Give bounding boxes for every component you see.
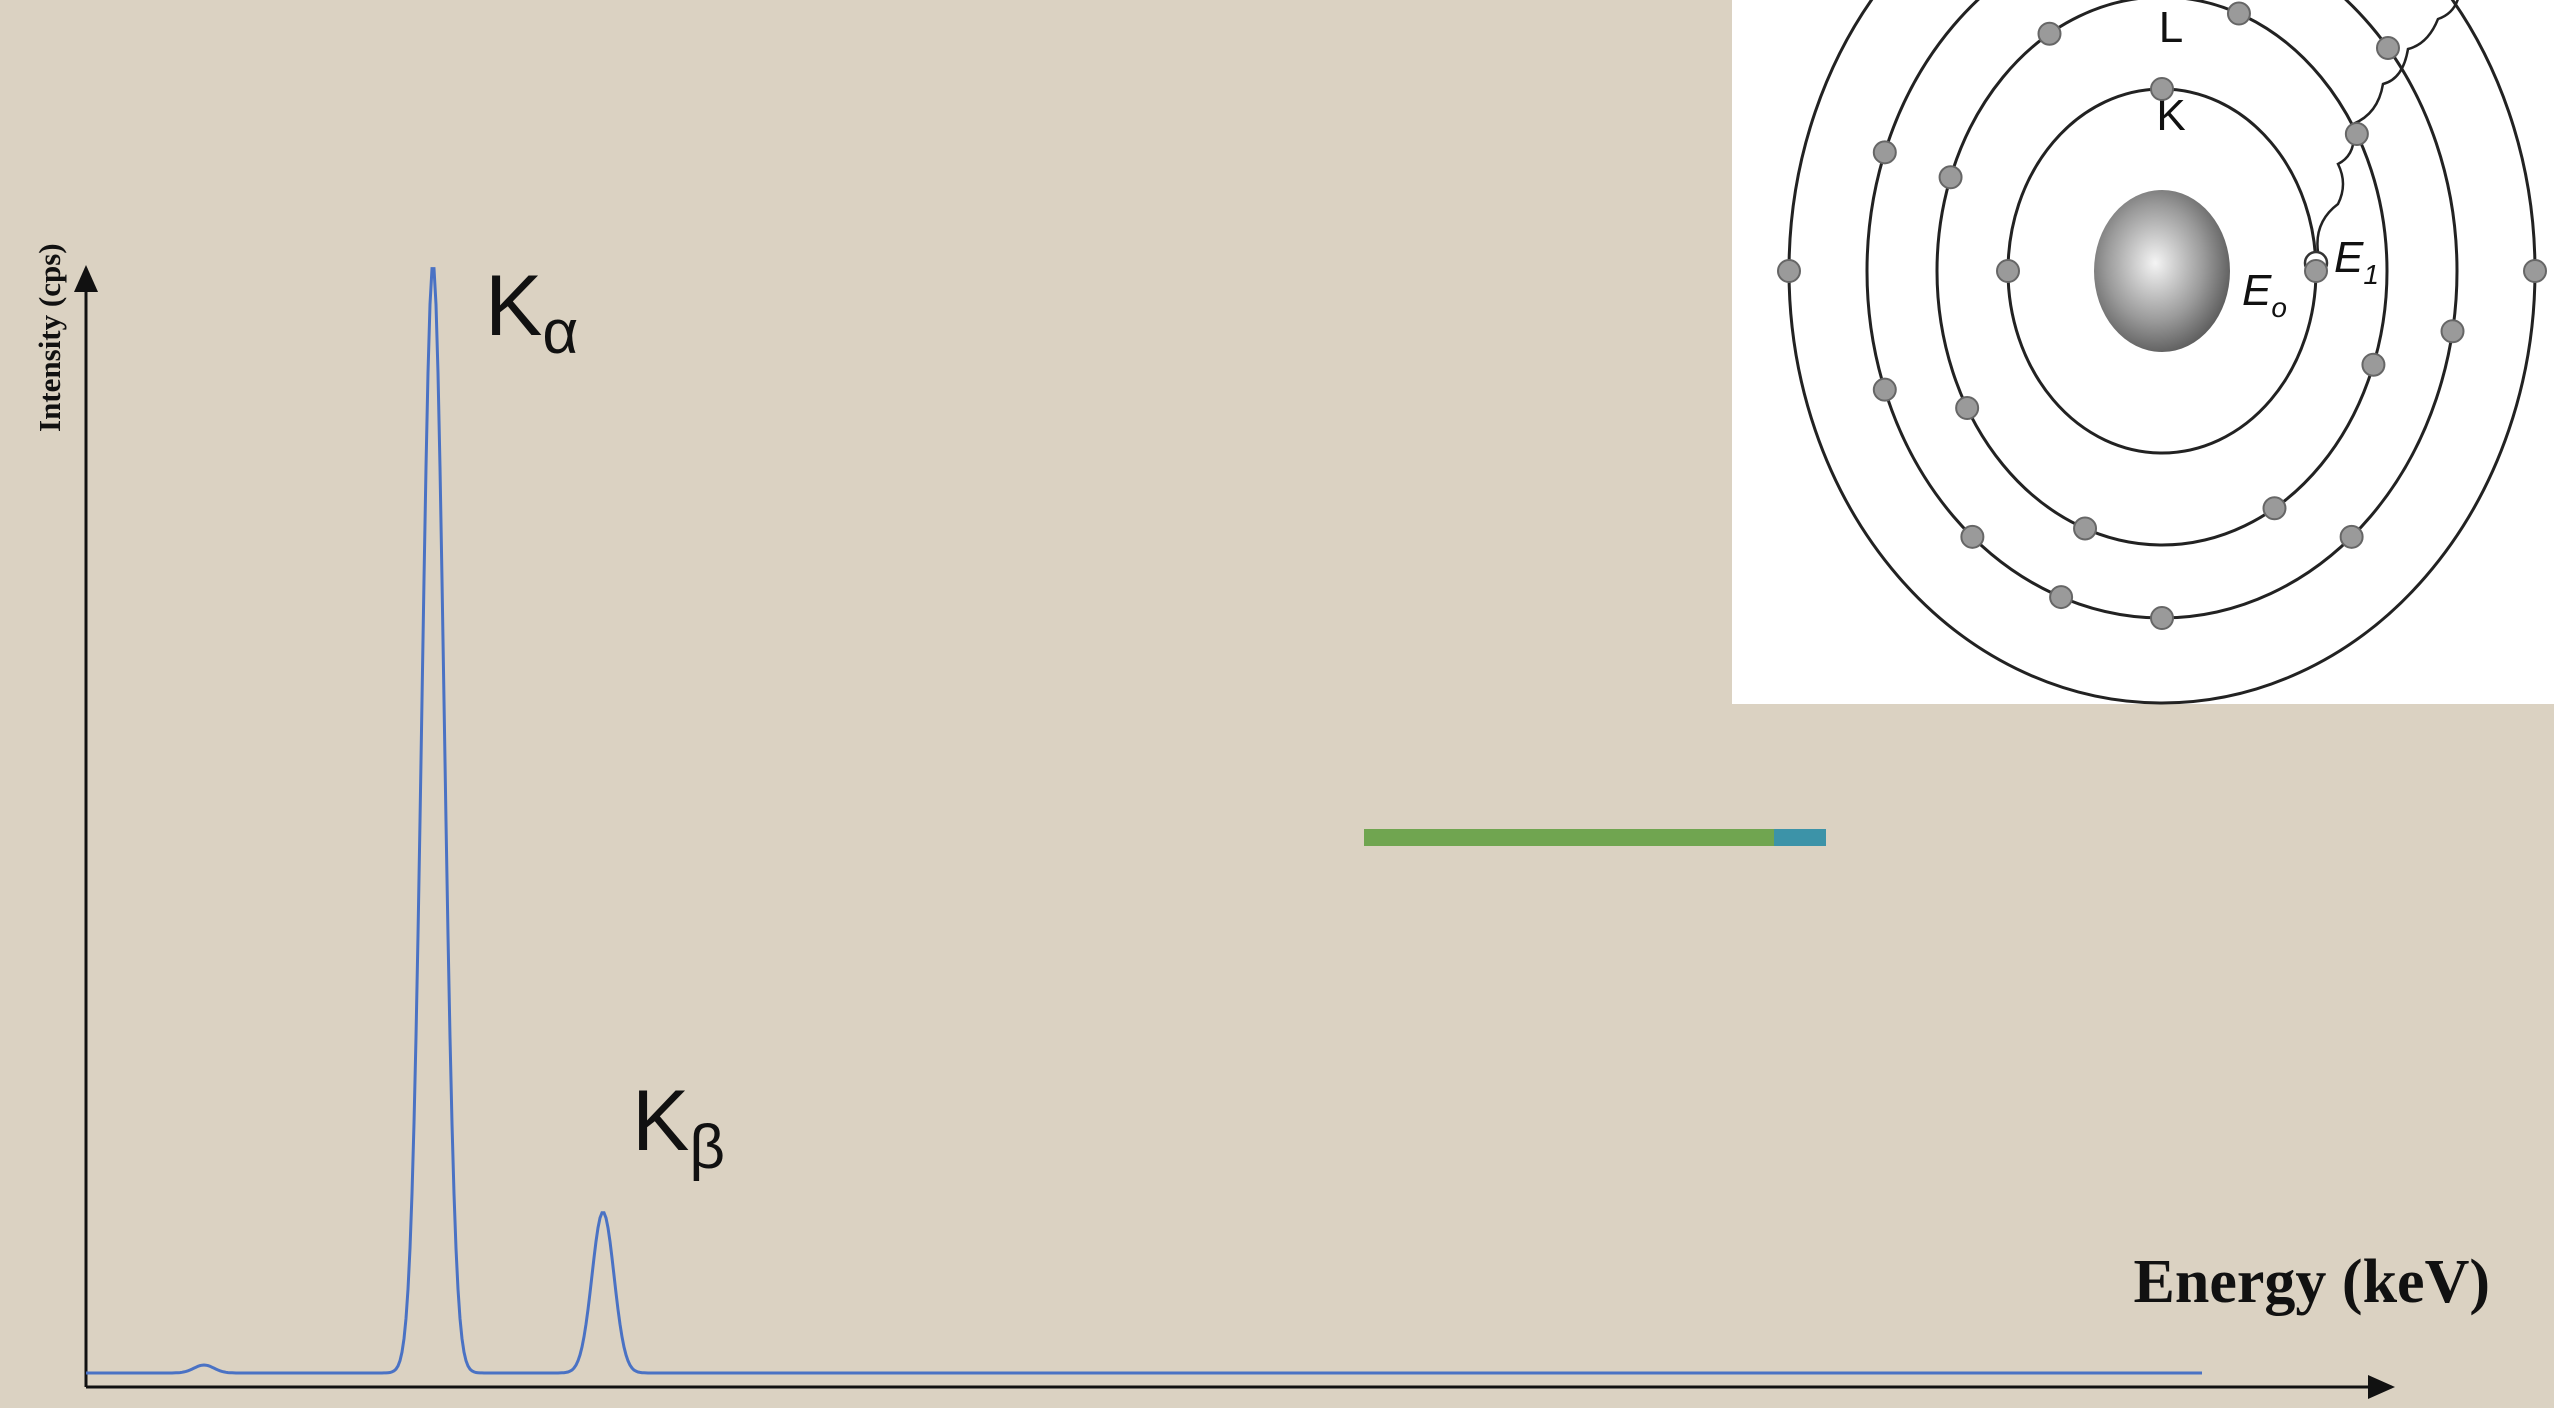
electron (2264, 497, 2286, 519)
electron (1956, 397, 1978, 419)
decor-bar (1774, 829, 1826, 846)
electron (2050, 586, 2072, 608)
electron (1961, 526, 1983, 548)
electron (2442, 320, 2464, 342)
electron (2305, 260, 2327, 282)
peak-symbol: K (485, 258, 542, 354)
energy-subscript: o (2271, 292, 2287, 323)
nucleus (2094, 190, 2230, 352)
peak-symbol: K (632, 1073, 689, 1169)
peak-subscript: β (689, 1113, 725, 1182)
decor-bar (1364, 829, 1774, 846)
electron (1940, 166, 1962, 188)
electron (2039, 23, 2061, 45)
electron (2151, 78, 2173, 100)
peak-subscript: α (542, 298, 578, 367)
electron (2524, 260, 2546, 282)
energy-symbol: E (2334, 233, 2364, 282)
electron (1874, 141, 1896, 163)
x-axis-label: Energy (keV) (2134, 1248, 2490, 1316)
electron (2228, 3, 2250, 25)
electron (2341, 526, 2363, 548)
electron (2377, 37, 2399, 59)
electron (2074, 517, 2096, 539)
electron (1778, 260, 1800, 282)
electron (2346, 123, 2368, 145)
electron (1874, 379, 1896, 401)
energy-symbol: E (2242, 266, 2272, 315)
electron (1997, 260, 2019, 282)
electron (2151, 607, 2173, 629)
electron (2362, 354, 2384, 376)
slide: Intensity (cps) Energy (keV) Kα Kβ L K E… (0, 0, 2554, 1408)
energy-subscript: 1 (2363, 259, 2379, 290)
atom-diagram: L K Eo E1 (1732, 0, 2554, 704)
shell-label: L (2159, 3, 2183, 52)
page: Intensity (cps) Energy (keV) Kα Kβ L K E… (0, 0, 2554, 1408)
atom-panel (1732, 0, 2554, 704)
y-axis-label: Intensity (cps) (32, 243, 67, 432)
